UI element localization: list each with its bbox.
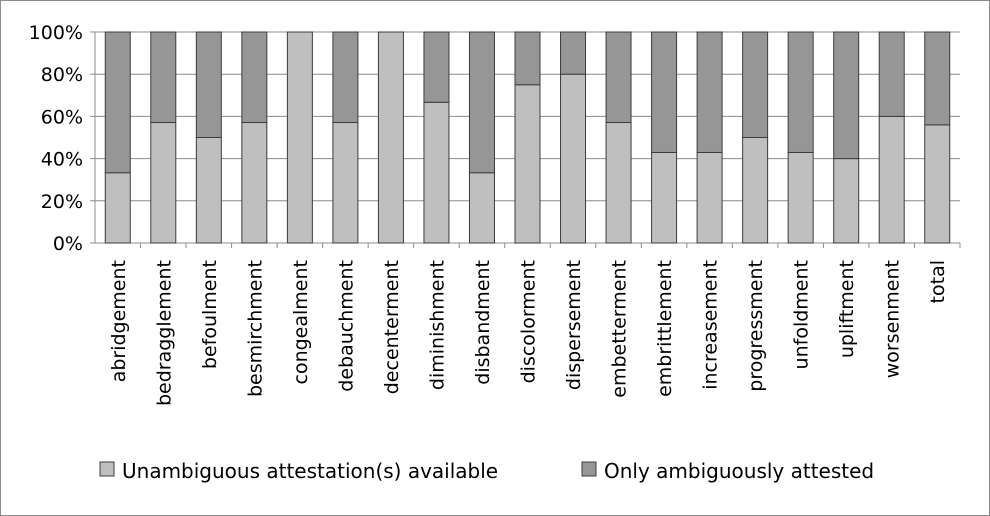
legend-swatch [581, 461, 597, 477]
category-label: worsenment [882, 260, 904, 378]
bar-unambiguous [286, 31, 313, 244]
category-label: debauchment [335, 260, 357, 392]
bar-unambiguous [514, 84, 541, 244]
bar-unambiguous [742, 137, 769, 244]
category-label: total [927, 260, 949, 303]
bar-ambiguous [241, 31, 268, 124]
category-label: upliftment [836, 260, 858, 358]
bar-ambiguous [560, 31, 587, 75]
bar-unambiguous [423, 101, 450, 244]
legend-label: Unambiguous attestation(s) available [122, 459, 498, 483]
category-label: embrittlement [654, 260, 676, 397]
bar-ambiguous [696, 31, 723, 153]
y-tick-label: 100% [29, 22, 83, 44]
category-label: progressment [745, 260, 767, 392]
bar-unambiguous [241, 122, 268, 244]
y-tick-label: 0% [53, 233, 83, 255]
bar-unambiguous [605, 122, 632, 244]
bar-unambiguous [696, 151, 723, 244]
bar-ambiguous [605, 31, 632, 124]
bar-unambiguous [833, 158, 860, 244]
bar-ambiguous [468, 31, 495, 174]
bar-ambiguous [878, 31, 905, 117]
category-label: dispersement [563, 260, 585, 390]
bar-ambiguous [742, 31, 769, 138]
bar-unambiguous [195, 137, 222, 244]
y-tick-label: 20% [41, 191, 83, 213]
category-label: disbandment [472, 260, 494, 385]
legend-label: Only ambiguously attested [604, 459, 874, 483]
bar-ambiguous [787, 31, 814, 153]
bar-unambiguous [651, 151, 678, 244]
bar-unambiguous [104, 172, 131, 244]
y-tick-label: 60% [41, 106, 83, 128]
category-label: diminishment [426, 260, 448, 390]
y-tick-label: 80% [41, 64, 83, 86]
category-label: besmirchment [244, 260, 266, 397]
category-label: embetterment [609, 260, 631, 398]
bar-ambiguous [150, 31, 177, 124]
legend-swatch [99, 461, 115, 477]
category-label: abridgement [108, 260, 130, 382]
bar-ambiguous [651, 31, 678, 153]
bar-unambiguous [377, 31, 404, 244]
bar-unambiguous [878, 115, 905, 244]
y-tick-label: 40% [41, 149, 83, 171]
category-label: discolorment [518, 260, 540, 383]
category-label: increasement [700, 260, 722, 390]
category-label: decenterment [381, 260, 403, 394]
bar-unambiguous [332, 122, 359, 244]
category-label: befoulment [199, 260, 221, 369]
bar-ambiguous [514, 31, 541, 86]
bar-ambiguous [104, 31, 131, 174]
bar-unambiguous [150, 122, 177, 244]
bar-ambiguous [423, 31, 450, 103]
category-label: bedragglement [153, 260, 175, 406]
bar-ambiguous [332, 31, 359, 124]
category-label: congealment [290, 260, 312, 384]
bar-unambiguous [787, 151, 814, 244]
category-label: unfoldment [791, 260, 813, 369]
bar-ambiguous [924, 31, 951, 126]
bar-unambiguous [560, 73, 587, 244]
bar-unambiguous [468, 172, 495, 244]
bar-unambiguous [924, 124, 951, 244]
bar-ambiguous [195, 31, 222, 138]
bar-ambiguous [833, 31, 860, 160]
